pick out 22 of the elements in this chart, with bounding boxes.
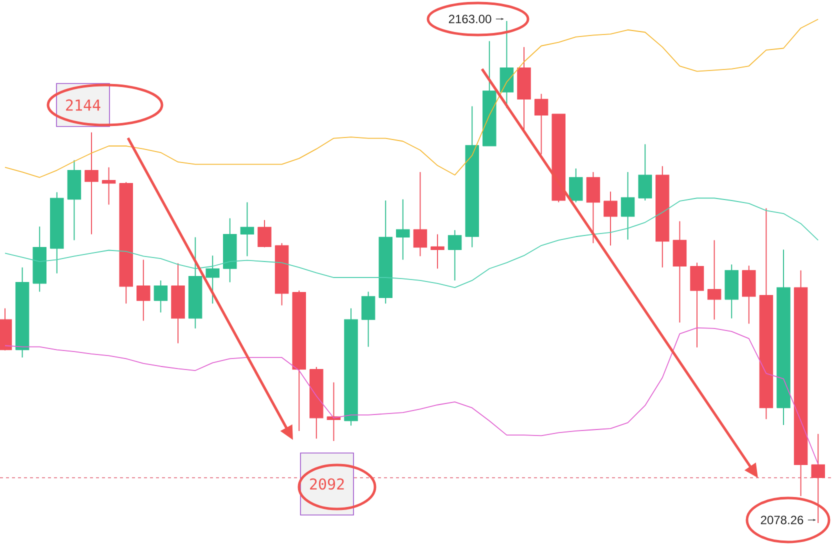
candlestick: [258, 220, 272, 248]
candlestick: [136, 259, 150, 322]
candlestick: [638, 144, 652, 201]
candlestick: [707, 240, 722, 320]
candlestick: [240, 202, 254, 257]
annotation: 2092: [310, 478, 344, 490]
candlestick: [604, 191, 618, 246]
candlestick: [154, 280, 168, 313]
candlestick: [413, 172, 428, 257]
candlestick: [361, 291, 376, 348]
candlestick: [534, 93, 548, 155]
candlestick: [620, 172, 635, 240]
candlestick: [206, 255, 220, 304]
candlestick: [569, 168, 583, 203]
annotation: 2078.26: [760, 516, 804, 524]
annotation: 2163.00: [448, 14, 492, 24]
candlestick: [448, 230, 462, 281]
candlestick: [84, 132, 98, 235]
candlestick: [430, 234, 444, 270]
candlestick: [102, 166, 116, 206]
candlestick: [396, 198, 410, 260]
annotation: 2144: [66, 99, 100, 111]
